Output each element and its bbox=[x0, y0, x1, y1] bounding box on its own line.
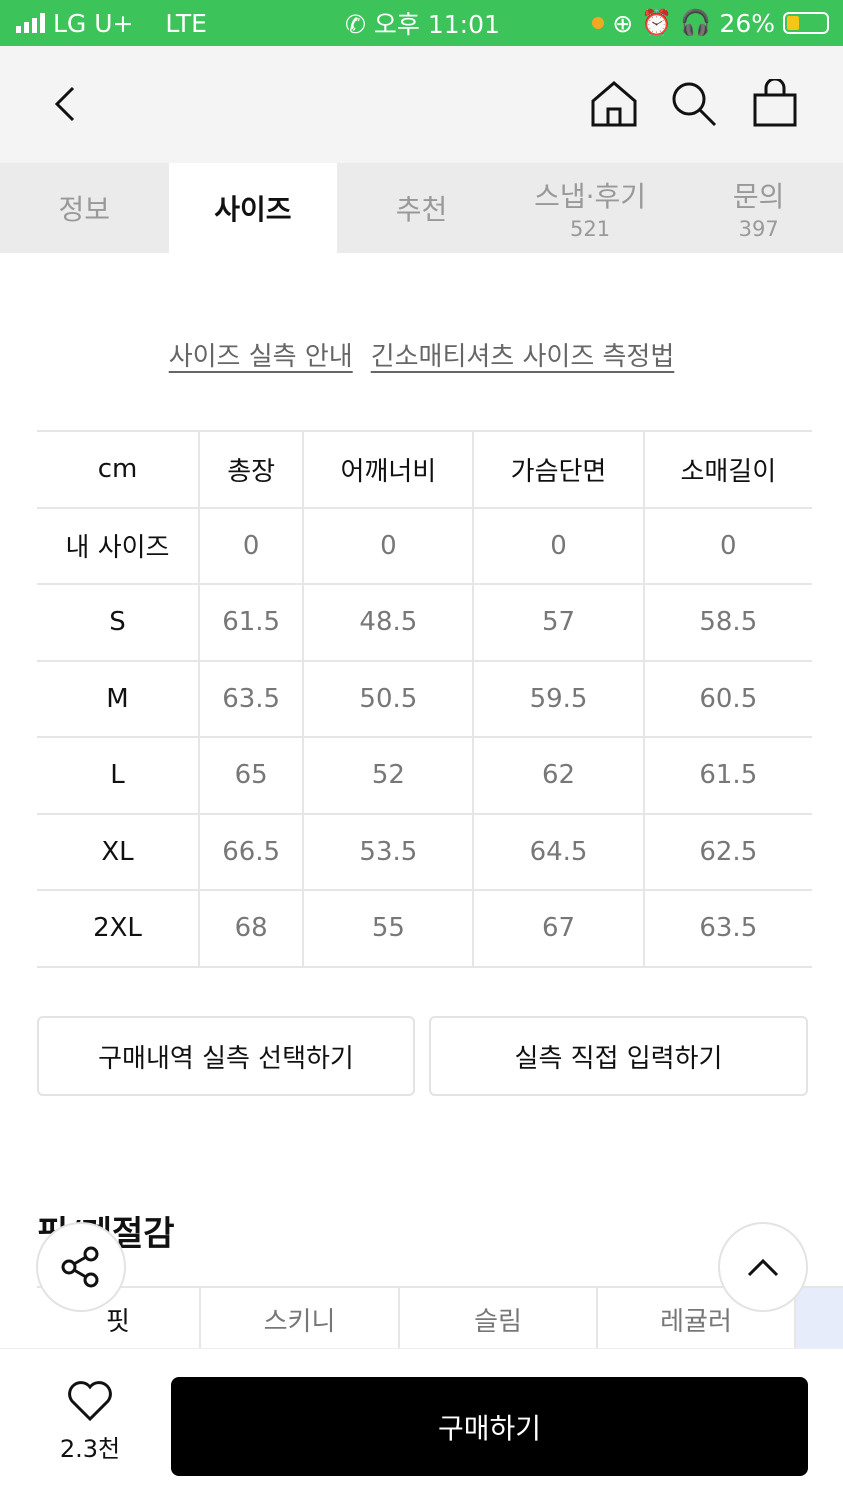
row-label: 2XL bbox=[37, 889, 199, 968]
status-bar: LG U+ LTE ✆ 오후 11:01 ⊕ ⏰ 🎧 26% bbox=[0, 0, 843, 46]
cell: 가슴단면 bbox=[472, 430, 644, 509]
battery-icon bbox=[783, 12, 829, 34]
chevron-up-icon bbox=[747, 1258, 779, 1277]
table-header-row: cm 총장 어깨너비 가슴단면 소매길이 bbox=[37, 430, 812, 509]
cell: 67 bbox=[472, 889, 644, 968]
bottom-bar: 2.3천 구매하기 bbox=[0, 1348, 843, 1500]
cell: 0 bbox=[197, 506, 304, 585]
signal-icon bbox=[16, 13, 45, 33]
cell: 0 bbox=[472, 506, 644, 585]
cell: 52 bbox=[302, 736, 474, 815]
fit-option: 스키니 bbox=[199, 1288, 398, 1350]
alarm-icon: ⏰ bbox=[641, 8, 673, 37]
cell: 62 bbox=[472, 736, 644, 815]
fit-option: 레귤러 bbox=[596, 1288, 794, 1350]
tab-label: 스냅·후기 bbox=[534, 180, 647, 213]
cell: 57 bbox=[472, 583, 644, 662]
table-row: L 65 52 62 61.5 bbox=[37, 736, 812, 815]
search-icon[interactable] bbox=[664, 74, 724, 134]
tab-info[interactable]: 정보 bbox=[0, 163, 169, 253]
tab-label: 정보 bbox=[58, 193, 111, 226]
cell: 65 bbox=[197, 736, 304, 815]
cell: 0 bbox=[302, 506, 474, 585]
tab-count: 397 bbox=[738, 217, 779, 241]
cell: 어깨너비 bbox=[302, 430, 474, 509]
tab-bar: 정보 사이즈 추천 스냅·후기 521 문의 397 bbox=[0, 163, 843, 253]
cell: 50.5 bbox=[302, 659, 474, 738]
share-icon bbox=[61, 1246, 99, 1288]
fit-row: 핏 스키니 슬림 레귤러 bbox=[37, 1286, 843, 1350]
cell: 63.5 bbox=[642, 889, 812, 968]
home-icon[interactable] bbox=[584, 74, 644, 134]
cell: 소매길이 bbox=[642, 430, 812, 509]
headphones-icon: 🎧 bbox=[680, 8, 712, 37]
table-row: M 63.5 50.5 59.5 60.5 bbox=[37, 659, 812, 738]
top-nav bbox=[0, 46, 843, 163]
network: LTE bbox=[165, 8, 207, 38]
shopping-bag-icon[interactable] bbox=[746, 74, 806, 134]
fit-option: 슬림 bbox=[398, 1288, 596, 1350]
table-row: S 61.5 48.5 57 58.5 bbox=[37, 583, 812, 662]
row-label: XL bbox=[37, 812, 199, 891]
scroll-top-button[interactable] bbox=[718, 1222, 808, 1312]
carrier: LG U+ bbox=[53, 8, 134, 38]
row-label: cm bbox=[37, 430, 199, 509]
manual-input-button[interactable]: 실측 직접 입력하기 bbox=[429, 1016, 808, 1096]
cell: 55 bbox=[302, 889, 474, 968]
cell: 60.5 bbox=[642, 659, 812, 738]
like-count: 2.3천 bbox=[59, 1435, 121, 1463]
row-label: S bbox=[37, 583, 199, 662]
tab-label: 추천 bbox=[395, 193, 448, 226]
row-label: 내 사이즈 bbox=[37, 506, 199, 585]
cell: 68 bbox=[197, 889, 304, 968]
cell: 61.5 bbox=[642, 736, 812, 815]
cell: 58.5 bbox=[642, 583, 812, 662]
size-table: cm 총장 어깨너비 가슴단면 소매길이 내 사이즈 0 0 0 0 S 61.5 48.5 57 58.5… bbox=[37, 430, 812, 968]
recording-dot-icon bbox=[592, 17, 605, 29]
fit-label: 핏 bbox=[106, 1306, 130, 1337]
tab-label: 문의 bbox=[732, 180, 785, 213]
size-guide-link[interactable]: 사이즈 실측 안내 bbox=[168, 342, 353, 372]
cell: 48.5 bbox=[302, 583, 474, 662]
table-row: XL 66.5 53.5 64.5 62.5 bbox=[37, 812, 812, 891]
measure-method-link[interactable]: 긴소매티셔츠 사이즈 측정법 bbox=[370, 342, 675, 372]
tab-inquiry[interactable]: 문의 397 bbox=[674, 163, 843, 253]
share-button[interactable] bbox=[36, 1222, 126, 1312]
cell: 61.5 bbox=[197, 583, 304, 662]
cell: 59.5 bbox=[472, 659, 644, 738]
cell: 63.5 bbox=[197, 659, 304, 738]
row-label: L bbox=[37, 736, 199, 815]
tab-count: 521 bbox=[570, 217, 611, 241]
cell: 62.5 bbox=[642, 812, 812, 891]
tab-reviews[interactable]: 스냅·후기 521 bbox=[506, 163, 675, 253]
cell: 64.5 bbox=[472, 812, 644, 891]
cell: 53.5 bbox=[302, 812, 474, 891]
clock: 오후 11:01 bbox=[373, 10, 500, 39]
back-icon[interactable] bbox=[34, 74, 94, 134]
battery-percent: 26% bbox=[719, 8, 775, 38]
table-row: 2XL 68 55 67 63.5 bbox=[37, 889, 812, 968]
fit-option bbox=[794, 1288, 843, 1350]
cell: 총장 bbox=[197, 430, 304, 509]
heart-icon bbox=[68, 1381, 112, 1422]
tab-recommend[interactable]: 추천 bbox=[337, 163, 506, 253]
tab-size[interactable]: 사이즈 bbox=[168, 163, 338, 253]
row-label: M bbox=[37, 659, 199, 738]
table-row: 내 사이즈 0 0 0 0 bbox=[37, 506, 812, 585]
select-purchase-history-button[interactable]: 구매내역 실측 선택하기 bbox=[37, 1016, 415, 1096]
cell: 66.5 bbox=[197, 812, 304, 891]
buy-button[interactable]: 구매하기 bbox=[171, 1377, 808, 1476]
cell: 0 bbox=[642, 506, 812, 585]
phone-icon: ✆ bbox=[345, 10, 366, 39]
like-button[interactable]: 2.3천 bbox=[50, 1379, 130, 1464]
rotation-lock-icon: ⊕ bbox=[612, 8, 634, 38]
tab-label: 사이즈 bbox=[214, 193, 292, 226]
